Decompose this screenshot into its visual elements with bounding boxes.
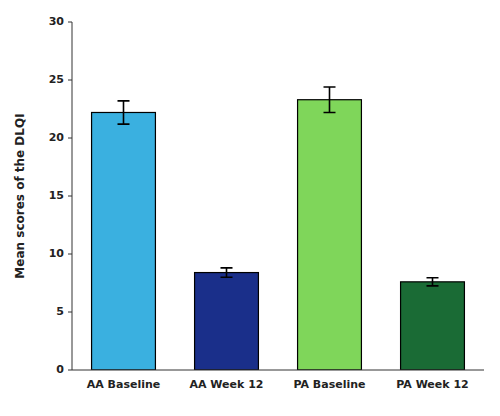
chart: 0 5 10 15 20 25 30 AA Baseline AA Week 12 PA Base… [0, 0, 500, 416]
y-tick-label: 20 [49, 131, 65, 144]
y-tick-label: 5 [56, 305, 64, 318]
error-bar [221, 268, 233, 277]
error-bar [427, 278, 439, 286]
y-tick-label: 25 [49, 73, 64, 86]
y-axis-label: Mean scores of the DLQI [13, 113, 27, 278]
y-tick-label: 0 [56, 363, 64, 376]
y-tick [68, 312, 72, 313]
y-tick [68, 138, 72, 139]
y-tick [68, 254, 72, 255]
y-tick-label: 10 [49, 247, 65, 260]
bars [92, 100, 465, 370]
bar [195, 273, 259, 370]
chart-container: 0 5 10 15 20 25 30 AA Baseline AA Week 12 PA Base… [0, 0, 500, 416]
bar [298, 100, 362, 370]
error-bar [324, 87, 336, 113]
y-tick [68, 196, 72, 197]
y-tick [68, 80, 72, 81]
error-bar [118, 101, 130, 124]
y-tick [68, 370, 72, 371]
x-axis-line [72, 370, 484, 371]
bar [401, 282, 465, 370]
y-tick-label: 15 [49, 189, 64, 202]
background [0, 0, 500, 416]
y-tick [68, 22, 72, 23]
y-tick-label: 30 [49, 15, 65, 28]
bar [92, 112, 156, 370]
error-bars [118, 87, 439, 286]
x-tick-label: PA Baseline [293, 378, 365, 391]
x-tick-label: AA Week 12 [190, 378, 264, 391]
x-tick-label: AA Baseline [87, 378, 161, 391]
axes: 0 5 10 15 20 25 30 AA Baseline AA Week 12 PA Base… [49, 15, 484, 391]
x-tick-label: PA Week 12 [396, 378, 469, 391]
